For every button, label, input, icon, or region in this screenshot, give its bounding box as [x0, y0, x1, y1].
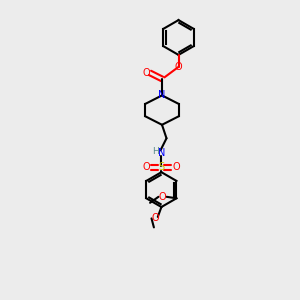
Text: H: H — [152, 147, 158, 156]
Text: O: O — [158, 192, 166, 202]
Text: N: N — [158, 90, 166, 100]
Text: O: O — [172, 162, 180, 172]
Text: O: O — [151, 213, 159, 224]
Text: N: N — [158, 148, 165, 158]
Text: O: O — [142, 68, 150, 78]
Text: O: O — [175, 62, 182, 72]
Text: S: S — [158, 162, 164, 172]
Text: O: O — [142, 162, 150, 172]
